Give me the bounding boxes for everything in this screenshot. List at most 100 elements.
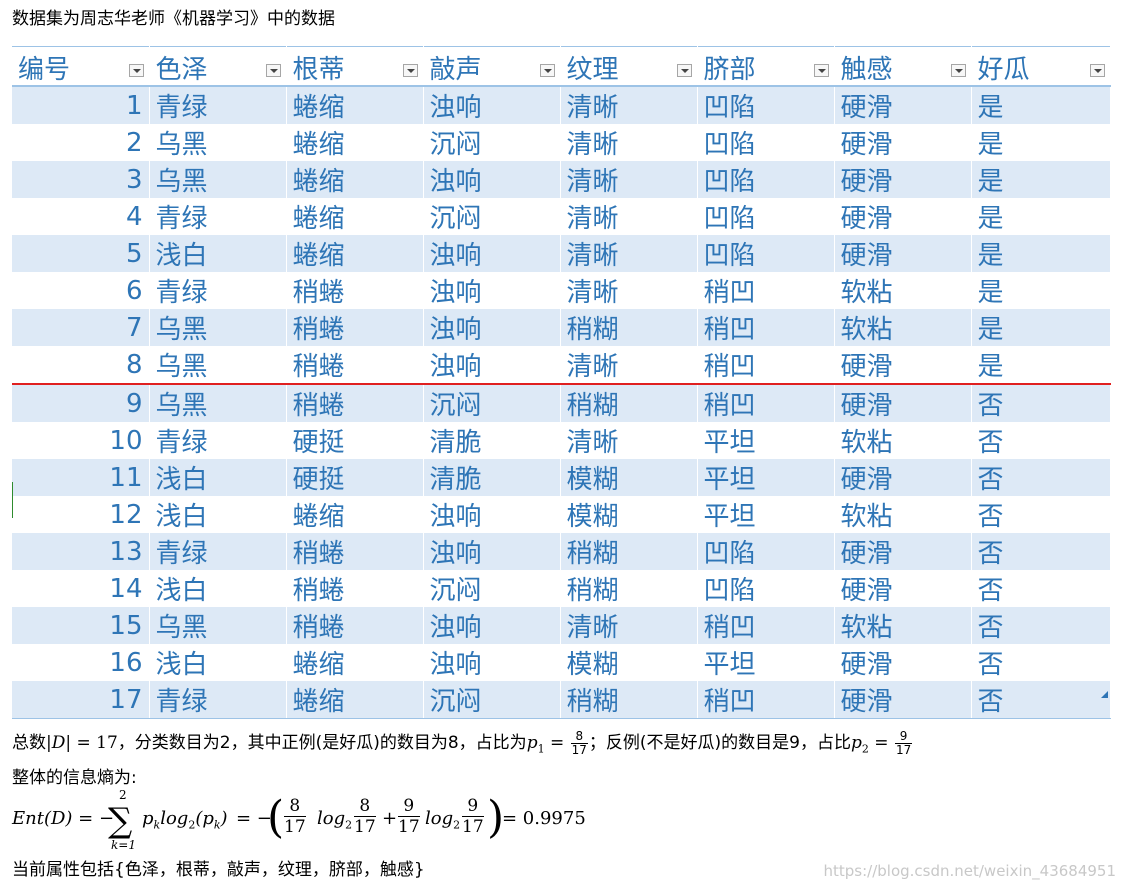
table-cell[interactable]: 模糊 — [560, 644, 698, 681]
table-cell[interactable]: 硬滑 — [834, 235, 972, 272]
table-cell[interactable]: 浊响 — [423, 161, 561, 198]
table-cell[interactable]: 稍糊 — [560, 681, 698, 719]
table-cell[interactable]: 浅白 — [149, 570, 287, 607]
table-cell[interactable]: 稍凹 — [697, 681, 835, 719]
table-cell[interactable]: 软粘 — [834, 309, 972, 346]
table-cell[interactable]: 凹陷 — [697, 161, 835, 198]
table-cell[interactable]: 硬滑 — [834, 459, 972, 496]
table-cell[interactable]: 是 — [971, 235, 1111, 272]
table-cell[interactable]: 凹陷 — [697, 198, 835, 235]
table-cell[interactable]: 凹陷 — [697, 86, 835, 124]
table-cell[interactable]: 蜷缩 — [286, 681, 424, 719]
table-cell[interactable]: 凹陷 — [697, 124, 835, 161]
table-cell[interactable]: 8 — [12, 346, 150, 385]
table-cell[interactable]: 蜷缩 — [286, 86, 424, 124]
table-cell[interactable]: 沉闷 — [423, 198, 561, 235]
table-cell[interactable]: 沉闷 — [423, 124, 561, 161]
table-cell[interactable]: 14 — [12, 570, 150, 607]
table-cell[interactable]: 浊响 — [423, 309, 561, 346]
table-cell[interactable]: 13 — [12, 533, 150, 570]
filter-dropdown-icon[interactable] — [1089, 64, 1105, 77]
table-cell[interactable]: 模糊 — [560, 459, 698, 496]
filter-dropdown-icon[interactable] — [676, 64, 692, 77]
table-cell[interactable]: 清脆 — [423, 422, 561, 459]
table-cell[interactable]: 稍蜷 — [286, 309, 424, 346]
table-cell[interactable]: 是 — [971, 161, 1111, 198]
table-cell[interactable]: 否 — [971, 496, 1111, 533]
filter-dropdown-icon[interactable] — [265, 64, 281, 77]
table-cell[interactable]: 是 — [971, 272, 1111, 309]
table-cell[interactable]: 乌黑 — [149, 309, 287, 346]
table-cell[interactable]: 蜷缩 — [286, 124, 424, 161]
table-cell[interactable]: 浊响 — [423, 272, 561, 309]
table-cell[interactable]: 否 — [971, 459, 1111, 496]
table-cell[interactable]: 稍糊 — [560, 384, 698, 422]
table-cell[interactable]: 清晰 — [560, 198, 698, 235]
table-cell[interactable]: 乌黑 — [149, 124, 287, 161]
table-cell[interactable]: 硬滑 — [834, 644, 972, 681]
table-cell[interactable]: 蜷缩 — [286, 235, 424, 272]
table-cell[interactable]: 硬滑 — [834, 681, 972, 719]
filter-dropdown-icon[interactable] — [950, 64, 966, 77]
table-cell[interactable]: 沉闷 — [423, 384, 561, 422]
table-cell[interactable]: 蜷缩 — [286, 161, 424, 198]
table-cell[interactable]: 硬滑 — [834, 533, 972, 570]
table-cell[interactable]: 3 — [12, 161, 150, 198]
table-cell[interactable]: 沉闷 — [423, 681, 561, 719]
table-cell[interactable]: 软粘 — [834, 496, 972, 533]
table-cell[interactable]: 否 — [971, 384, 1111, 422]
table-cell[interactable]: 软粘 — [834, 607, 972, 644]
table-cell[interactable]: 浊响 — [423, 86, 561, 124]
table-cell[interactable]: 平坦 — [697, 459, 835, 496]
table-cell[interactable]: 凹陷 — [697, 235, 835, 272]
table-cell[interactable]: 浊响 — [423, 346, 561, 385]
table-cell[interactable]: 青绿 — [149, 533, 287, 570]
table-cell[interactable]: 否 — [971, 681, 1111, 719]
table-cell[interactable]: 是 — [971, 86, 1111, 124]
table-cell[interactable]: 4 — [12, 198, 150, 235]
table-cell[interactable]: 乌黑 — [149, 161, 287, 198]
table-cell[interactable]: 沉闷 — [423, 570, 561, 607]
filter-dropdown-icon[interactable] — [402, 64, 418, 77]
table-cell[interactable]: 浊响 — [423, 644, 561, 681]
table-cell[interactable]: 乌黑 — [149, 607, 287, 644]
table-cell[interactable]: 否 — [971, 422, 1111, 459]
table-cell[interactable]: 蜷缩 — [286, 644, 424, 681]
table-cell[interactable]: 浊响 — [423, 607, 561, 644]
table-cell[interactable]: 蜷缩 — [286, 198, 424, 235]
table-cell[interactable]: 平坦 — [697, 644, 835, 681]
table-cell[interactable]: 2 — [12, 124, 150, 161]
table-cell[interactable]: 稍蜷 — [286, 346, 424, 385]
table-cell[interactable]: 青绿 — [149, 198, 287, 235]
table-cell[interactable]: 是 — [971, 309, 1111, 346]
table-cell[interactable]: 稍蜷 — [286, 272, 424, 309]
table-cell[interactable]: 平坦 — [697, 496, 835, 533]
table-cell[interactable]: 12 — [12, 496, 150, 533]
table-cell[interactable]: 9 — [12, 384, 150, 422]
table-cell[interactable]: 稍蜷 — [286, 570, 424, 607]
filter-dropdown-icon[interactable] — [128, 64, 144, 77]
table-cell[interactable]: 凹陷 — [697, 570, 835, 607]
table-cell[interactable]: 清晰 — [560, 124, 698, 161]
table-cell[interactable]: 清晰 — [560, 235, 698, 272]
table-cell[interactable]: 是 — [971, 124, 1111, 161]
table-cell[interactable]: 浅白 — [149, 496, 287, 533]
table-cell[interactable]: 浅白 — [149, 644, 287, 681]
table-cell[interactable]: 否 — [971, 533, 1111, 570]
table-cell[interactable]: 清晰 — [560, 161, 698, 198]
table-cell[interactable]: 硬滑 — [834, 124, 972, 161]
table-cell[interactable]: 蜷缩 — [286, 496, 424, 533]
table-cell[interactable]: 稍糊 — [560, 309, 698, 346]
table-cell[interactable]: 凹陷 — [697, 533, 835, 570]
table-cell[interactable]: 软粘 — [834, 422, 972, 459]
table-cell[interactable]: 硬滑 — [834, 384, 972, 422]
table-cell[interactable]: 稍蜷 — [286, 384, 424, 422]
table-cell[interactable]: 浊响 — [423, 235, 561, 272]
table-cell[interactable]: 平坦 — [697, 422, 835, 459]
table-cell[interactable]: 浊响 — [423, 533, 561, 570]
table-cell[interactable]: 10 — [12, 422, 150, 459]
table-cell[interactable]: 稍凹 — [697, 384, 835, 422]
table-cell[interactable]: 17 — [12, 681, 150, 719]
table-cell[interactable]: 硬滑 — [834, 570, 972, 607]
table-cell[interactable]: 稍蜷 — [286, 607, 424, 644]
